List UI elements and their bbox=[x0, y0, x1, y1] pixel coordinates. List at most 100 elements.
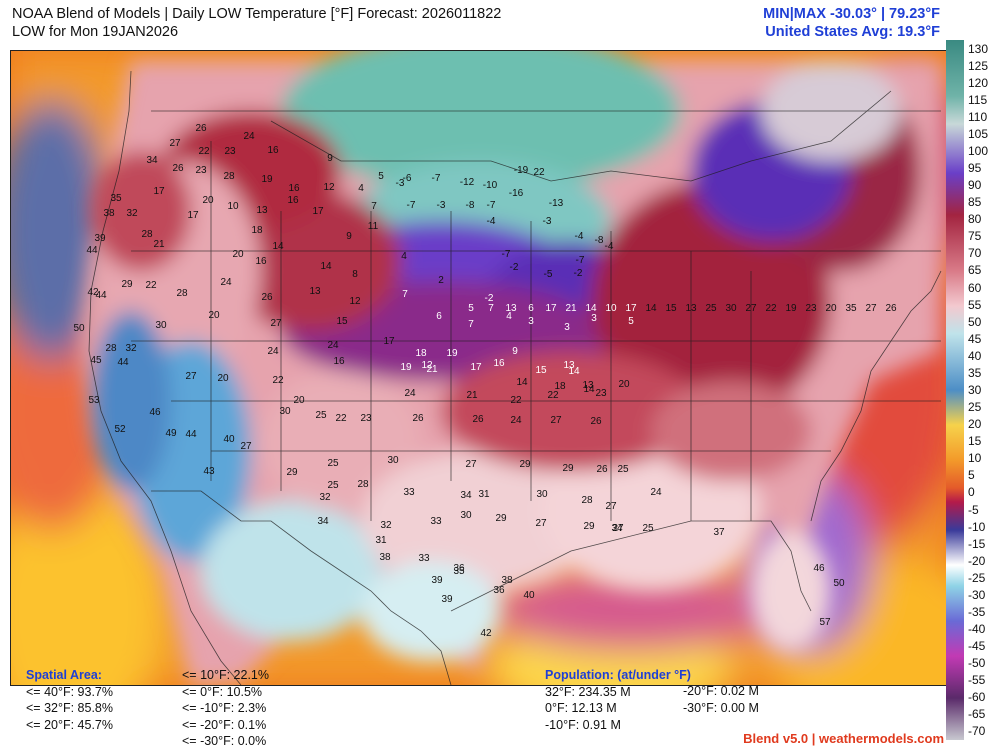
temperature-value-label: 28 bbox=[223, 171, 235, 182]
legend-label: 125 bbox=[968, 58, 989, 73]
temperature-value-label: 32 bbox=[125, 343, 137, 354]
spatial-stat: <= -30°F: 0.0% bbox=[182, 734, 267, 748]
temperature-value-label: 23 bbox=[805, 303, 817, 314]
legend-label: 80 bbox=[968, 212, 982, 227]
temperature-value-label: 26 bbox=[412, 413, 424, 424]
temperature-value-label: 12 bbox=[323, 182, 335, 193]
legend-label: 35 bbox=[968, 365, 982, 380]
temperature-value-label: 26 bbox=[472, 414, 484, 425]
temperature-value-label: 30 bbox=[725, 303, 737, 314]
temperature-value-label: 38 bbox=[379, 552, 391, 563]
temperature-value-label: 49 bbox=[165, 428, 177, 439]
temperature-value-label: 13 bbox=[309, 286, 321, 297]
temperature-value-label: 17 bbox=[470, 362, 482, 373]
temperature-value-label: 8 bbox=[352, 269, 358, 280]
temperature-value-label: 11 bbox=[368, 221, 379, 232]
temperature-value-label: 28 bbox=[141, 229, 153, 240]
temperature-value-label: 12 bbox=[349, 296, 361, 307]
temperature-value-label: 15 bbox=[535, 365, 547, 376]
legend-label: 95 bbox=[968, 161, 982, 176]
spatial-area-block: Spatial Area: <= 40°F: 93.7% <= 32°F: 85… bbox=[26, 667, 113, 733]
temperature-value-label: 30 bbox=[279, 406, 291, 417]
temperature-value-label: 24 bbox=[220, 277, 232, 288]
temperature-value-label: 25 bbox=[327, 480, 339, 491]
legend-gradient bbox=[946, 40, 964, 740]
temperature-value-label: -2 bbox=[485, 293, 494, 304]
temperature-value-label: 30 bbox=[155, 320, 167, 331]
temperature-value-label: 44 bbox=[95, 290, 107, 301]
temperature-value-label: 22 bbox=[765, 303, 777, 314]
temperature-value-label: 21 bbox=[565, 303, 577, 314]
temperature-value-label: 9 bbox=[346, 231, 352, 242]
legend-label: -60 bbox=[968, 690, 986, 705]
temperature-value-label: 20 bbox=[618, 379, 630, 390]
temperature-value-label: 40 bbox=[523, 590, 535, 601]
population-stat: 0°F: 12.13 M bbox=[545, 701, 617, 715]
temperature-value-label: 5 bbox=[378, 171, 384, 182]
temperature-value-label: 33 bbox=[418, 553, 430, 564]
temperature-value-label: 34 bbox=[611, 523, 623, 534]
temperature-value-label: 19 bbox=[400, 362, 412, 373]
temperature-value-label: -16 bbox=[509, 188, 524, 199]
temperature-value-label: -8 bbox=[466, 200, 475, 211]
temperature-value-label: 7 bbox=[371, 201, 377, 212]
legend-label: -5 bbox=[968, 502, 979, 517]
temperature-value-label: -7 bbox=[432, 173, 441, 184]
temperature-value-label: 15 bbox=[665, 303, 677, 314]
temperature-value-label: -2 bbox=[574, 268, 583, 279]
temperature-value-label: 46 bbox=[149, 407, 161, 418]
temperature-value-label: 22 bbox=[510, 395, 522, 406]
temperature-value-label: 35 bbox=[845, 303, 857, 314]
title-block: NOAA Blend of Models | Daily LOW Tempera… bbox=[12, 5, 501, 41]
temperature-value-label: 22 bbox=[145, 280, 157, 291]
temperature-value-label: -3 bbox=[396, 178, 405, 189]
temperature-value-label: 31 bbox=[478, 489, 490, 500]
temperature-value-label: 9 bbox=[512, 346, 518, 357]
us-average-readout: United States Avg: 19.3°F bbox=[765, 24, 940, 40]
temperature-value-label: 13 bbox=[563, 360, 575, 371]
temperature-value-label: 9 bbox=[327, 153, 333, 164]
temperature-value-label: 20 bbox=[202, 195, 214, 206]
temperature-value-label: 16 bbox=[493, 358, 505, 369]
temperature-value-label: -13 bbox=[549, 198, 564, 209]
temperature-value-label: 17 bbox=[545, 303, 557, 314]
temperature-value-label: 26 bbox=[885, 303, 897, 314]
temperature-value-label: -7 bbox=[487, 200, 496, 211]
temperature-value-label: 7 bbox=[488, 303, 494, 314]
temperature-value-label: 24 bbox=[650, 487, 662, 498]
temperature-value-label: 6 bbox=[528, 303, 534, 314]
temperature-value-label: 28 bbox=[357, 479, 369, 490]
temperature-value-label: 50 bbox=[73, 323, 85, 334]
temperature-value-label: 13 bbox=[256, 205, 268, 216]
temperature-value-label: 29 bbox=[562, 463, 574, 474]
temperature-value-label: -12 bbox=[460, 177, 475, 188]
temperature-value-label: 25 bbox=[315, 410, 327, 421]
temperature-value-label: 32 bbox=[126, 208, 138, 219]
temperature-value-label: 26 bbox=[261, 292, 273, 303]
temperature-value-label: 23 bbox=[595, 388, 607, 399]
legend-label: 10 bbox=[968, 451, 982, 466]
legend-label: 5 bbox=[968, 468, 975, 483]
temperature-value-label: 35 bbox=[110, 193, 122, 204]
min-max-readout: MIN|MAX -30.03° | 79.23°F bbox=[763, 6, 940, 22]
legend-label: -35 bbox=[968, 604, 986, 619]
population-stat: 32°F: 234.35 M bbox=[545, 684, 631, 699]
temperature-value-label: 39 bbox=[431, 575, 443, 586]
legend-label: 0 bbox=[968, 485, 975, 500]
temperature-value-label: 20 bbox=[208, 310, 220, 321]
map-title: NOAA Blend of Models | Daily LOW Tempera… bbox=[12, 6, 502, 22]
temperature-value-label: -4 bbox=[605, 241, 614, 252]
temperature-value-label: 12 bbox=[421, 360, 433, 371]
legend-label: 55 bbox=[968, 297, 982, 312]
temperature-value-label: 52 bbox=[114, 424, 126, 435]
legend-label: 130 bbox=[968, 41, 989, 56]
legend-label: -55 bbox=[968, 673, 986, 688]
spatial-stat: <= -10°F: 2.3% bbox=[182, 701, 267, 715]
legend-label: -30 bbox=[968, 587, 986, 602]
temperature-value-label: 21 bbox=[426, 364, 438, 375]
temperature-value-label: 3 bbox=[564, 322, 570, 333]
legend-label: 20 bbox=[968, 417, 982, 432]
temperature-value-label: 40 bbox=[223, 434, 235, 445]
temperature-value-label: 4 bbox=[506, 311, 512, 322]
